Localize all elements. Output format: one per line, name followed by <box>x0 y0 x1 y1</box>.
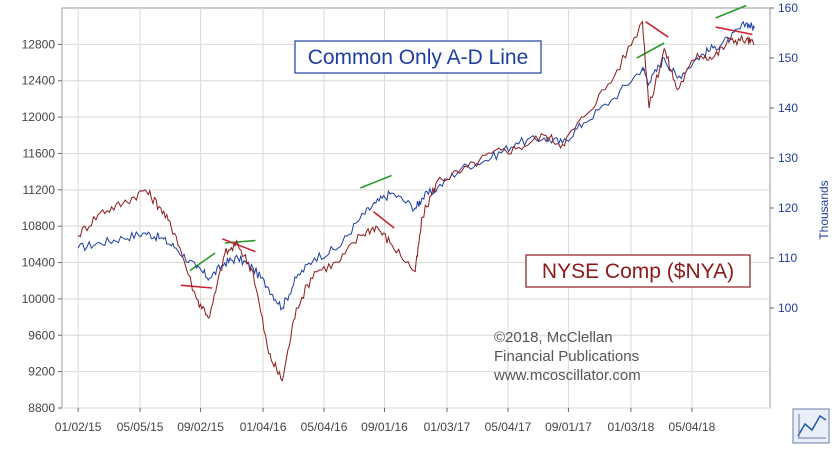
y-right-tick-label: 110 <box>778 251 797 265</box>
y-left-tick-label: 8800 <box>28 401 55 415</box>
y-left-tick-label: 11200 <box>23 183 56 197</box>
green-trend-line <box>715 4 747 19</box>
x-tick-label: 09/01/17 <box>545 420 592 434</box>
x-tick-label: 05/04/17 <box>485 420 532 434</box>
green-trend-line <box>360 174 392 189</box>
x-tick-label: 01/04/16 <box>240 420 287 434</box>
nya-label-box: NYSE Comp ($NYA) <box>525 254 751 288</box>
y-left-tick-label: 12000 <box>22 110 56 124</box>
right-axis-label: Thousands <box>817 180 831 239</box>
green-trend-line <box>189 252 216 272</box>
y-right-tick-label: 140 <box>778 101 798 115</box>
x-tick-label: 05/04/18 <box>669 420 716 434</box>
x-tick-label: 01/03/18 <box>608 420 655 434</box>
y-left-tick-label: 10400 <box>22 256 56 270</box>
y-right-tick-label: 120 <box>778 201 798 215</box>
x-tick-label: 01/03/17 <box>424 420 471 434</box>
y-right-tick-label: 130 <box>778 151 798 165</box>
y-right-tick-label: 150 <box>778 51 798 65</box>
trend-lines <box>180 4 753 289</box>
red-trend-line <box>221 238 256 253</box>
ad-line-label: Common Only A-D Line <box>308 46 529 69</box>
y-left-tick-label: 9600 <box>28 328 55 342</box>
credit-line-3: www.mcoscillator.com <box>493 367 641 384</box>
nya-label: NYSE Comp ($NYA) <box>542 260 734 283</box>
y-right-tick-label: 160 <box>778 1 798 15</box>
y-left-tick-label: 11600 <box>23 146 56 160</box>
red-trend-line <box>715 26 753 36</box>
y-left-tick-label: 12800 <box>22 37 56 51</box>
nya-series <box>77 20 755 382</box>
red-trend-line <box>180 284 213 289</box>
y-left-tick-label: 9200 <box>28 365 55 379</box>
ad-line-series <box>77 20 755 311</box>
credit: ©2018, McClellan Financial Publications … <box>493 329 641 384</box>
x-tick-label: 09/01/16 <box>361 420 408 434</box>
series <box>77 20 755 382</box>
green-trend-line <box>636 42 665 59</box>
red-trend-line <box>372 211 395 229</box>
x-tick-label: 05/04/16 <box>301 420 348 434</box>
credit-line-2: Financial Publications <box>494 348 639 365</box>
x-tick-label: 01/02/15 <box>55 420 102 434</box>
y-left-tick-label: 12400 <box>22 74 56 88</box>
credit-line-1: ©2018, McClellan <box>494 329 613 346</box>
y-right-tick-label: 100 <box>778 301 798 315</box>
x-tick-label: 05/05/15 <box>117 420 164 434</box>
y-left-tick-label: 10000 <box>22 292 56 306</box>
y-left-tick-label: 10800 <box>22 219 56 233</box>
chart-tool-icon[interactable] <box>792 408 830 444</box>
axes: 01/02/15 05/05/15 09/02/15 01/04/16 05/04/16… <box>22 1 799 434</box>
x-tick-label: 09/02/15 <box>177 420 224 434</box>
red-trend-line <box>645 20 669 38</box>
ad-label-box: Common Only A-D Line <box>294 40 542 74</box>
